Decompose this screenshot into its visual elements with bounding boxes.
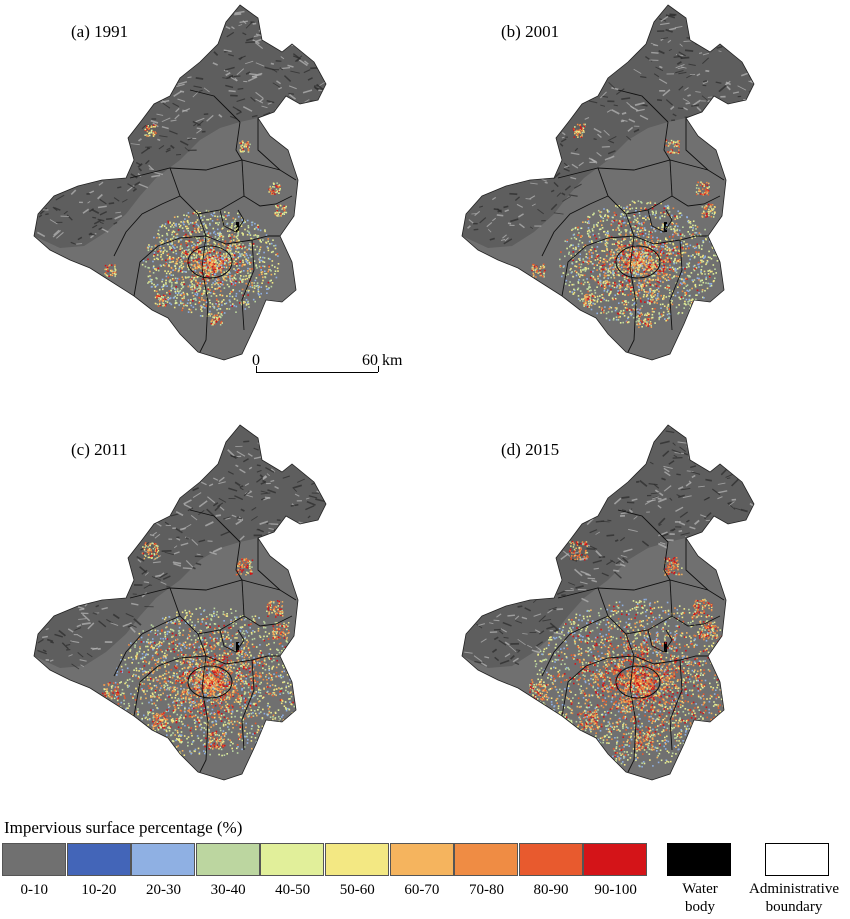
beijing-map-2015	[461, 424, 755, 781]
district-boundaries	[541, 89, 725, 353]
scale-bar-start-label: 0	[252, 352, 260, 369]
city-boundary	[33, 424, 327, 781]
legend-swatch-60-70	[389, 843, 454, 876]
panel-label-1991: (a) 1991	[71, 22, 129, 41]
water-body-small	[236, 222, 239, 232]
boundary-label-line2: boundary	[765, 899, 823, 915]
legend-class-label: 20-30	[145, 882, 181, 898]
mountain-relief	[34, 5, 326, 248]
beijing-map-1991	[33, 4, 327, 361]
map-panel-2011: (c) 2011	[30, 420, 330, 790]
legend-swatches	[2, 843, 648, 876]
scale-bar: 0 60 km	[248, 352, 418, 392]
city-boundary	[33, 4, 327, 361]
scale-bar-line	[256, 372, 378, 373]
water-body-reservoir	[710, 537, 736, 551]
legend-class-label: 0-10	[20, 882, 49, 898]
map-panel-2015: (d) 2015	[458, 420, 758, 790]
legend-swatch-30-40	[195, 843, 260, 876]
legend-class-label: 40-50	[275, 882, 311, 898]
district-boundaries	[113, 89, 297, 353]
scale-bar-end-label: 60 km	[362, 352, 403, 369]
administrative-boundary-swatch	[765, 843, 829, 876]
legend-class-label: 10-20	[81, 882, 117, 898]
water-label-line1: Water	[682, 881, 718, 897]
legend-swatch-70-80	[454, 843, 519, 876]
map-panel-2001: (b) 2001	[458, 0, 758, 370]
boundary-label-line1: Administrative	[749, 881, 839, 897]
legend-class-label: 90-100	[594, 882, 637, 898]
legend-swatch-50-60	[324, 843, 389, 876]
legend-class-label: 60-70	[404, 882, 440, 898]
legend-swatch-10-20	[66, 843, 131, 876]
legend-swatch-80-90	[518, 843, 583, 876]
map-panel-1991: (a) 1991	[30, 0, 330, 370]
panel-label-2001: (b) 2001	[501, 22, 560, 41]
water-body-reservoir	[710, 117, 736, 131]
water-body-reservoir	[282, 117, 308, 131]
beijing-map-2001	[461, 4, 755, 361]
water-body-small	[664, 222, 667, 232]
water-body-swatch	[667, 843, 731, 876]
administrative-boundary-label: Administrative boundary	[738, 880, 850, 916]
legend-class-labels: 0-10 10-20 20-30 30-40 40-50 50-60 60-70 70-80 8…	[2, 882, 648, 899]
water-body-small	[664, 642, 667, 652]
legend-class-label: 50-60	[339, 882, 375, 898]
panel-label-2011: (c) 2011	[71, 440, 128, 459]
city-boundary	[461, 424, 755, 781]
beijing-map-2011	[33, 424, 327, 781]
water-label-line2: body	[685, 899, 715, 915]
water-body-small	[236, 642, 239, 652]
legend-class-label: 70-80	[468, 882, 504, 898]
district-boundaries	[541, 509, 725, 773]
water-body-reservoir	[282, 537, 308, 551]
legend-class-label: 30-40	[210, 882, 246, 898]
legend-swatch-20-30	[131, 843, 196, 876]
scale-bar-tick-end	[378, 366, 379, 372]
district-boundaries	[113, 509, 297, 773]
legend-swatch-40-50	[260, 843, 325, 876]
hillshade-texture	[36, 10, 326, 245]
city-boundary	[461, 4, 755, 361]
water-body-label: Water body	[660, 880, 740, 916]
legend-title: Impervious surface percentage (%)	[4, 818, 243, 837]
scale-bar-tick-start	[256, 366, 257, 372]
panel-label-2015: (d) 2015	[501, 440, 560, 459]
legend-swatch-90-100	[583, 843, 648, 876]
legend-class-label: 80-90	[533, 882, 569, 898]
impervious-surface-pixels	[101, 542, 305, 757]
mountain-relief	[462, 425, 754, 668]
legend-swatch-0-10	[2, 843, 66, 876]
